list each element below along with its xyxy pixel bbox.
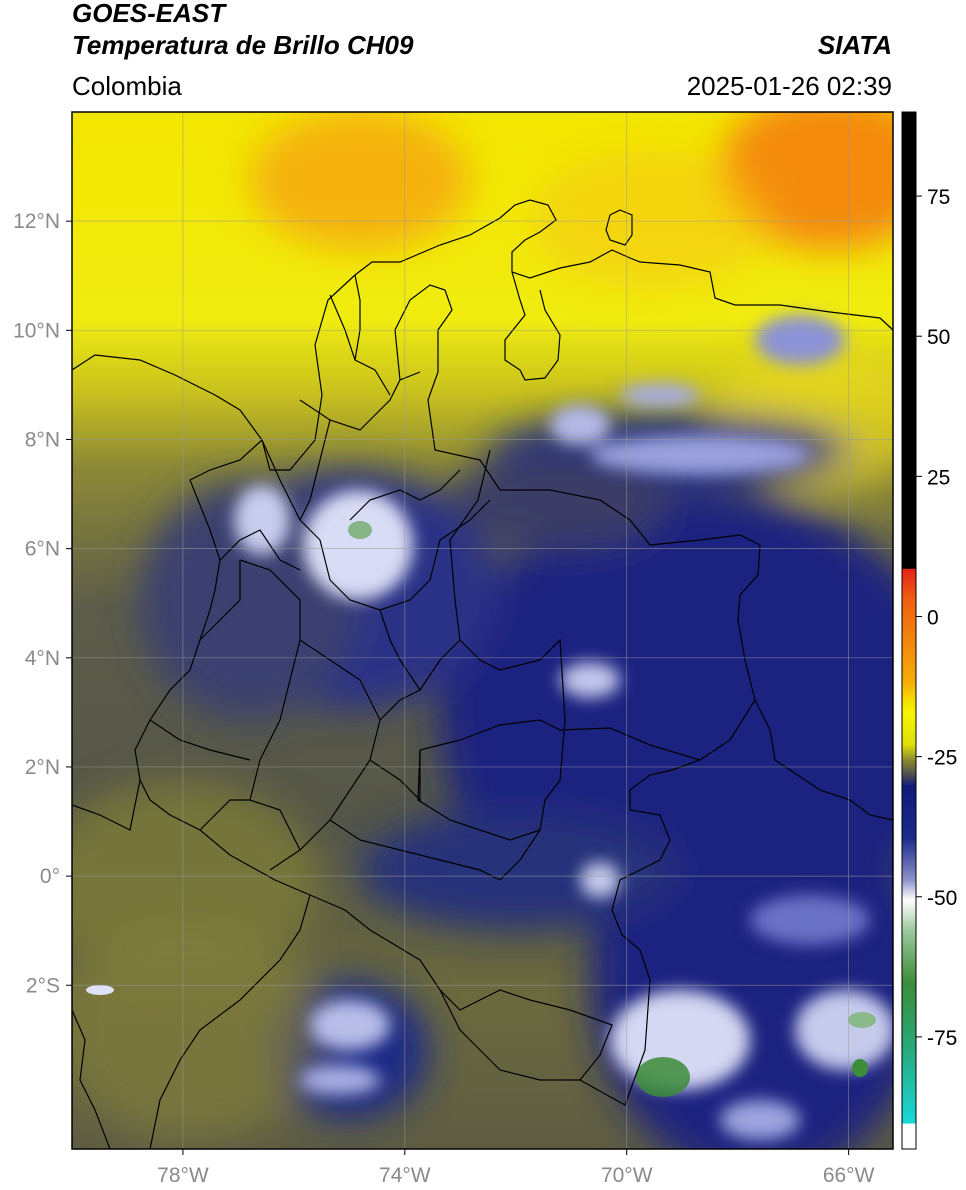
lat-tick-label: 0° <box>40 865 60 888</box>
colorbar-tick-label: 75 <box>927 186 950 209</box>
map-frame <box>71 111 894 1150</box>
satellite-imagery <box>72 112 893 1149</box>
lon-tick-label: 74°W <box>379 1164 431 1187</box>
colorbar-tick-label: -50 <box>927 887 957 910</box>
lon-tick-label: 70°W <box>601 1164 653 1187</box>
lat-tick-label: 6°N <box>25 538 60 561</box>
lon-tick-label: 78°W <box>157 1164 209 1187</box>
colorbar-tick-label: -75 <box>927 1027 957 1050</box>
lat-tick-label: 8°N <box>25 428 60 451</box>
graticule <box>72 112 893 1149</box>
colorbar-tick-label: -25 <box>927 747 957 770</box>
lat-tick-label: 4°N <box>25 647 60 670</box>
product-title: Temperatura de Brillo CH09 <box>72 30 414 60</box>
region-label: Colombia <box>72 71 182 101</box>
lat-tick-label: 10°N <box>13 319 60 342</box>
boundaries <box>72 199 893 1149</box>
colorbar: 75 50 25 0 -25 -50 -75 <box>901 111 957 1150</box>
colorbar-tick-label: 25 <box>927 466 950 489</box>
colorbar-ramp <box>901 111 917 1150</box>
map-axes: 12°N 10°N 8°N 6°N 4°N 2°N 0° 2°S 78°W 74°W 70°W 66°… <box>13 210 875 1187</box>
colorbar-tick-label: 0 <box>927 606 939 629</box>
datetime-label: 2025-01-26 02:39 <box>686 71 892 101</box>
lon-tick-label: 66°W <box>823 1164 875 1187</box>
lat-tick-label: 2°S <box>26 974 60 997</box>
agency-label: SIATA <box>817 30 892 60</box>
satellite-title: GOES-EAST <box>72 0 226 28</box>
lat-tick-label: 2°N <box>25 756 60 779</box>
colorbar-tick-label: 50 <box>927 326 950 349</box>
colorbar-ticks: 75 50 25 0 -25 -50 -75 <box>916 186 957 1050</box>
lat-tick-label: 12°N <box>13 210 60 233</box>
